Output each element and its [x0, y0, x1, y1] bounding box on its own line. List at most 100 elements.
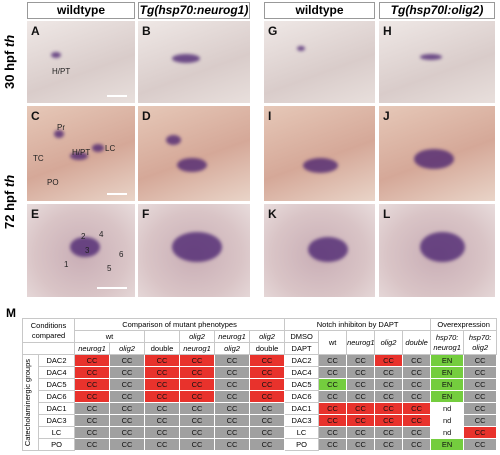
result-cell: CC	[74, 414, 110, 427]
stage: 30 hpf	[2, 50, 17, 90]
row-label: DAC3	[38, 414, 75, 427]
annotation: H/PT	[52, 67, 71, 76]
result-cell: EN	[430, 366, 465, 379]
result-cell: EN	[430, 390, 465, 403]
group-header: Overexpression	[430, 318, 498, 331]
data-row: DAC6 CC CC CC CC CC CC DAC6 CC CC CC CC EN CC	[23, 390, 498, 403]
result-cell: CC	[144, 438, 180, 451]
annotation: Pr	[57, 123, 65, 132]
result-cell: CC	[248, 366, 286, 379]
column-header: wildtype	[27, 2, 135, 19]
annotation: H/PT	[72, 148, 91, 157]
stain	[166, 134, 181, 145]
result-cell: CC	[402, 438, 432, 451]
stain	[171, 231, 222, 262]
column-header: wildtype	[264, 2, 375, 19]
gene: th	[2, 174, 17, 188]
data-row: DAC1 CC CC CC CC CC CC DAC1 CC CC CC CC nd CC	[23, 402, 498, 415]
result-cell: CC	[346, 426, 376, 439]
result-cell: CC	[144, 426, 180, 439]
annotation: LC	[105, 144, 116, 153]
result-cell: CC	[179, 354, 215, 367]
dapt-header: DAPT	[284, 342, 320, 355]
scale-bar	[107, 95, 127, 97]
result-cell: CC	[346, 378, 376, 391]
row-label: DAC3	[284, 414, 320, 427]
result-cell: CC	[214, 438, 250, 451]
result-cell: CC	[374, 438, 404, 451]
row-label: DAC2	[38, 354, 75, 367]
result-cell: nd	[430, 426, 465, 439]
result-cell: CC	[248, 354, 286, 367]
overexpression-column: hsp70: olig2	[463, 330, 498, 355]
result-cell: CC	[374, 402, 404, 415]
stage: 72 hpf	[2, 190, 17, 230]
result-cell: CC	[318, 378, 348, 391]
result-cell: CC	[346, 414, 376, 427]
result-cell: CC	[179, 426, 215, 439]
result-cell: CC	[463, 438, 498, 451]
result-cell: CC	[374, 354, 404, 367]
result-cell: CC	[109, 438, 145, 451]
stain	[308, 236, 349, 262]
result-cell: CC	[318, 414, 348, 427]
result-cell: CC	[346, 402, 376, 415]
sub-header: neurog1	[214, 330, 250, 343]
result-cell: CC	[346, 438, 376, 451]
panel-label: B	[142, 24, 151, 38]
panel-label: M	[6, 306, 16, 320]
mutant-column: neurog1	[179, 342, 215, 355]
stain	[419, 231, 465, 262]
panel-label: A	[31, 24, 40, 38]
result-cell: CC	[346, 390, 376, 403]
panel-label: I	[268, 109, 272, 123]
panel-label: C	[31, 109, 40, 123]
data-row: DAC3 CC CC CC CC CC CC DAC3 CC CC CC CC nd CC	[23, 414, 498, 427]
panel-label: K	[268, 207, 277, 221]
column-header: Tg(hsp70l:olig2)	[379, 2, 495, 19]
micrograph: I	[264, 106, 375, 201]
result-cell: CC	[179, 378, 215, 391]
result-cell: CC	[374, 414, 404, 427]
result-cell: CC	[109, 414, 145, 427]
result-cell: CC	[109, 426, 145, 439]
data-row: LC CC CC CC CC CC CC LC CC CC CC CC nd CC	[23, 426, 498, 439]
micrograph: L	[379, 204, 495, 297]
result-cell: CC	[144, 378, 180, 391]
mutant-column: double	[248, 342, 286, 355]
panel-label: L	[383, 207, 391, 221]
panel-label: D	[142, 109, 151, 123]
annotation: 4	[99, 230, 104, 239]
panel-label: J	[383, 109, 390, 123]
result-cell: CC	[214, 354, 250, 367]
result-cell: CC	[318, 438, 348, 451]
empty	[144, 330, 180, 343]
result-cell: CC	[214, 402, 250, 415]
result-cell: CC	[374, 378, 404, 391]
result-cell: CC	[318, 390, 348, 403]
micrograph: C Pr TC H/PT LC PO	[27, 106, 135, 201]
result-cell: CC	[74, 354, 110, 367]
result-cell: CC	[248, 426, 286, 439]
result-cell: CC	[179, 438, 215, 451]
result-cell: CC	[74, 366, 110, 379]
sub-header: olig2	[248, 330, 286, 343]
row-label: DAC6	[284, 390, 320, 403]
annotation: 2	[81, 232, 86, 241]
stain	[302, 158, 338, 174]
group-label-text: Catecholaminergic groups	[23, 358, 33, 447]
result-cell: CC	[144, 354, 180, 367]
micrograph: K	[264, 204, 375, 297]
gene: th	[2, 34, 17, 48]
dapt-column: double	[402, 330, 432, 355]
annotation: 3	[85, 246, 90, 255]
result-cell: CC	[463, 402, 498, 415]
micrograph: H	[379, 21, 495, 103]
group-header: Notch inhibiton by DAPT	[284, 318, 432, 331]
panel-label: F	[142, 207, 150, 221]
result-cell: nd	[430, 402, 465, 415]
group-header: Comparison of mutant phenotypes	[73, 318, 286, 331]
row-label: LC	[284, 426, 320, 439]
result-cell: CC	[144, 366, 180, 379]
